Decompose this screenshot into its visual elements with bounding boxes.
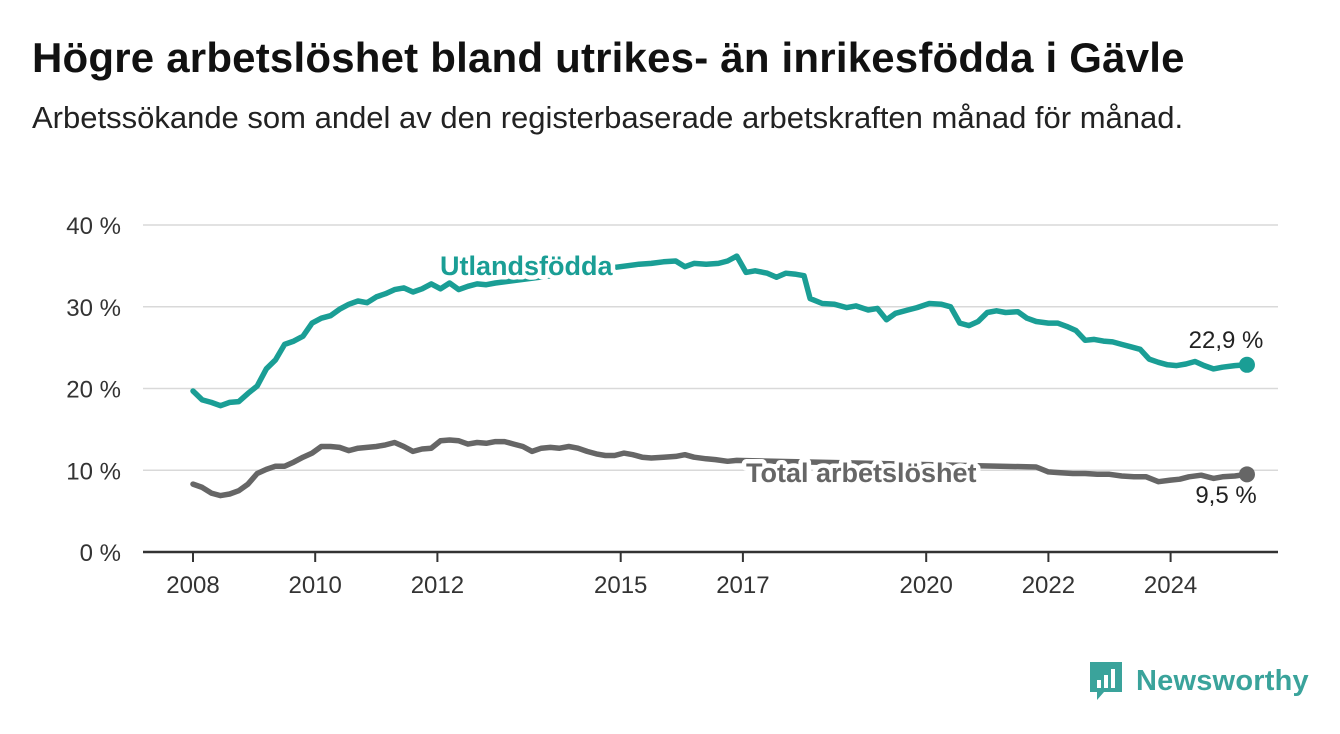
x-tick-label: 2010 <box>289 572 342 599</box>
series-endpoint-marker <box>1238 356 1255 373</box>
x-tick-label: 2020 <box>900 572 953 599</box>
series-label: Total arbetslöshet <box>746 458 977 488</box>
series-label-halo: Utlandsfödda <box>440 251 613 281</box>
y-tick-label: 0 % <box>80 540 121 567</box>
x-tick-label: 2017 <box>716 572 769 599</box>
y-axis-labels: 0 % 10 % 20 % 30 % 40 % <box>66 213 121 567</box>
y-tick-label: 10 % <box>66 458 121 485</box>
newsworthy-logo: Newsworthy <box>1088 660 1309 702</box>
y-tick-label: 20 % <box>66 377 121 404</box>
series-label: Utlandsfödda <box>440 251 613 281</box>
x-axis: 2008 2010 2012 2015 2017 2020 2022 2024 <box>143 550 1278 599</box>
page-subtitle: Arbetssökande som andel av den registerb… <box>32 100 1184 135</box>
newsworthy-logo-icon <box>1090 662 1122 700</box>
y-tick-label: 40 % <box>66 213 121 240</box>
series-line <box>190 253 1250 409</box>
x-tick-label: 2015 <box>594 572 647 599</box>
page-title: Högre arbetslöshet bland utrikes- än inr… <box>32 34 1185 81</box>
y-tick-label: 30 % <box>66 295 121 322</box>
x-tick-label: 2024 <box>1144 572 1197 599</box>
series-endpoint-marker <box>1238 466 1255 483</box>
x-tick-label: 2012 <box>411 572 464 599</box>
series-line <box>190 437 1250 499</box>
brand-name: Newsworthy <box>1136 664 1309 697</box>
x-tick-label: 2008 <box>166 572 219 599</box>
x-tick-label: 2022 <box>1022 572 1075 599</box>
series-label-halo: Total arbetslöshet <box>746 458 977 488</box>
series-end-value-label: 22,9 % <box>1189 327 1264 354</box>
grid-lines <box>143 224 1278 471</box>
series-end-value-label: 9,5 % <box>1195 482 1256 509</box>
